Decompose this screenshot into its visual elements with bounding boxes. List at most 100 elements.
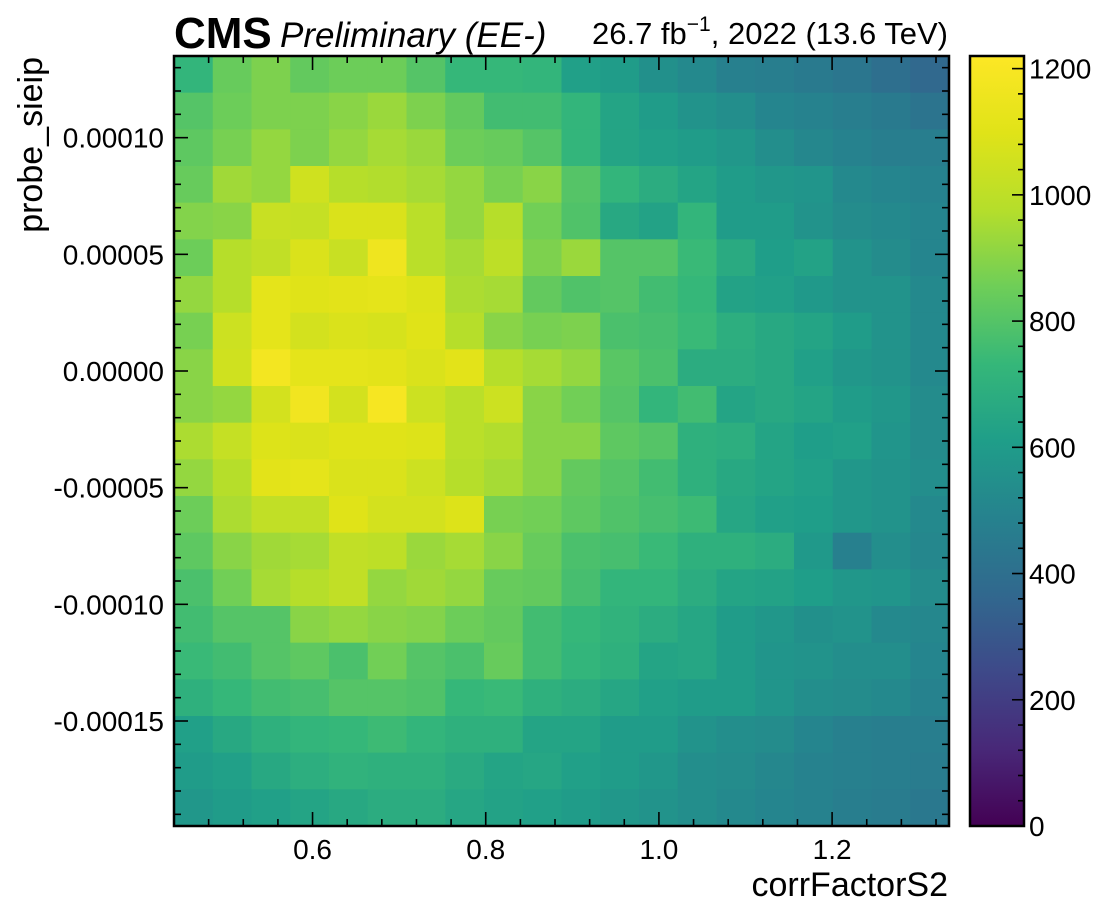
heatmap-cell xyxy=(522,202,563,240)
heatmap-cell xyxy=(290,459,330,497)
heatmap-cell xyxy=(794,752,834,790)
heatmap-cell xyxy=(445,349,485,387)
heatmap-cell xyxy=(600,56,640,94)
heatmap-cell xyxy=(290,312,330,350)
heatmap-cell xyxy=(677,386,718,424)
heatmap-cell xyxy=(832,496,873,534)
heatmap-cell xyxy=(600,532,640,570)
heatmap-cell xyxy=(522,606,563,644)
heatmap-cell xyxy=(910,56,950,94)
y-tick-label: -0.00015 xyxy=(53,706,164,737)
heatmap-cell xyxy=(677,239,718,277)
heatmap-cell xyxy=(755,496,795,534)
heatmap-cell xyxy=(251,642,291,680)
heatmap-cell xyxy=(212,56,253,94)
colorbar-tick-label: 200 xyxy=(1029,685,1076,716)
heatmap-cell xyxy=(561,496,601,534)
y-tick-label: 0.00005 xyxy=(63,239,164,270)
heatmap-cell xyxy=(832,752,873,790)
heatmap-cell xyxy=(406,276,446,314)
heatmap-cell xyxy=(871,606,911,644)
colorbar-ticks: 0 200 400 600 800 1000 1200 xyxy=(1012,54,1091,842)
heatmap-cell xyxy=(406,166,446,204)
heatmap-cell xyxy=(600,642,640,680)
heatmap-cell xyxy=(871,312,911,350)
heatmap-cell xyxy=(406,716,446,754)
heatmap-cell xyxy=(677,92,718,130)
heatmap-cell xyxy=(290,642,330,680)
heatmap-cell xyxy=(832,129,873,167)
heatmap-cell xyxy=(212,166,253,204)
heatmap-cell xyxy=(832,422,873,460)
heatmap-cell xyxy=(561,606,601,644)
heatmap-cell xyxy=(406,569,446,607)
heatmap-cell xyxy=(329,129,369,167)
heatmap-cell xyxy=(174,716,214,754)
heatmap-cell xyxy=(755,239,795,277)
heatmap-cell xyxy=(212,752,253,790)
heatmap-cell xyxy=(871,716,911,754)
heatmap-cell xyxy=(290,386,330,424)
heatmap-cell xyxy=(677,606,718,644)
heatmap-cell xyxy=(677,349,718,387)
heatmap-cell xyxy=(871,532,911,570)
heatmap-cell xyxy=(639,276,679,314)
heatmap-cell xyxy=(910,716,950,754)
heatmap-cell xyxy=(832,532,873,570)
heatmap-cell xyxy=(716,166,756,204)
heatmap-cell xyxy=(600,166,640,204)
heatmap-cell xyxy=(755,56,795,94)
heatmap-cell xyxy=(445,459,485,497)
heatmap-cell xyxy=(290,202,330,240)
heatmap-cell xyxy=(639,496,679,534)
heatmap-cell xyxy=(794,789,834,827)
heatmap-cell xyxy=(794,349,834,387)
heatmap-cell xyxy=(561,202,601,240)
heatmap-cell xyxy=(174,312,214,350)
heatmap-cell xyxy=(871,349,911,387)
heatmap-cell xyxy=(639,166,679,204)
heatmap-cell xyxy=(871,92,911,130)
heatmap-cell xyxy=(522,569,563,607)
heatmap-cell xyxy=(639,716,679,754)
heatmap-cell xyxy=(212,276,253,314)
heatmap-cell xyxy=(755,679,795,717)
heatmap-cell xyxy=(794,496,834,534)
heatmap-cell xyxy=(832,459,873,497)
heatmap-cell xyxy=(406,496,446,534)
heatmap-cell xyxy=(794,569,834,607)
heatmap-cell xyxy=(484,532,524,570)
heatmap-cell xyxy=(367,202,408,240)
y-tick-label: 0.00010 xyxy=(63,123,164,154)
heatmap-cell xyxy=(522,752,563,790)
heatmap-cell xyxy=(716,569,756,607)
heatmap-cell xyxy=(445,422,485,460)
heatmap-cell xyxy=(755,312,795,350)
heatmap-cell xyxy=(251,349,291,387)
heatmap-cell xyxy=(716,239,756,277)
heatmap-cell xyxy=(871,789,911,827)
heatmap-cell xyxy=(871,166,911,204)
heatmap-cell xyxy=(367,716,408,754)
heatmap-cell xyxy=(174,239,214,277)
heatmap-cell xyxy=(871,239,911,277)
colorbar-tick-label: 800 xyxy=(1029,306,1076,337)
heatmap-cell xyxy=(794,129,834,167)
heatmap-cell xyxy=(212,496,253,534)
heatmap-cell xyxy=(910,239,950,277)
heatmap-cell xyxy=(329,496,369,534)
heatmap-cell xyxy=(484,789,524,827)
heatmap-cell xyxy=(832,239,873,277)
heatmap-cell xyxy=(677,496,718,534)
heatmap-cell xyxy=(484,606,524,644)
heatmap-cell xyxy=(290,276,330,314)
heatmap-cell xyxy=(600,386,640,424)
heatmap-cell xyxy=(639,129,679,167)
heatmap-cell xyxy=(639,92,679,130)
heatmap-cell xyxy=(406,202,446,240)
heatmap-cell xyxy=(794,716,834,754)
heatmap-cell xyxy=(522,349,563,387)
heatmap-cell xyxy=(367,312,408,350)
heatmap-cell xyxy=(677,789,718,827)
luminosity-label: 26.7 fb−1, 2022 (13.6 TeV) xyxy=(592,13,948,51)
